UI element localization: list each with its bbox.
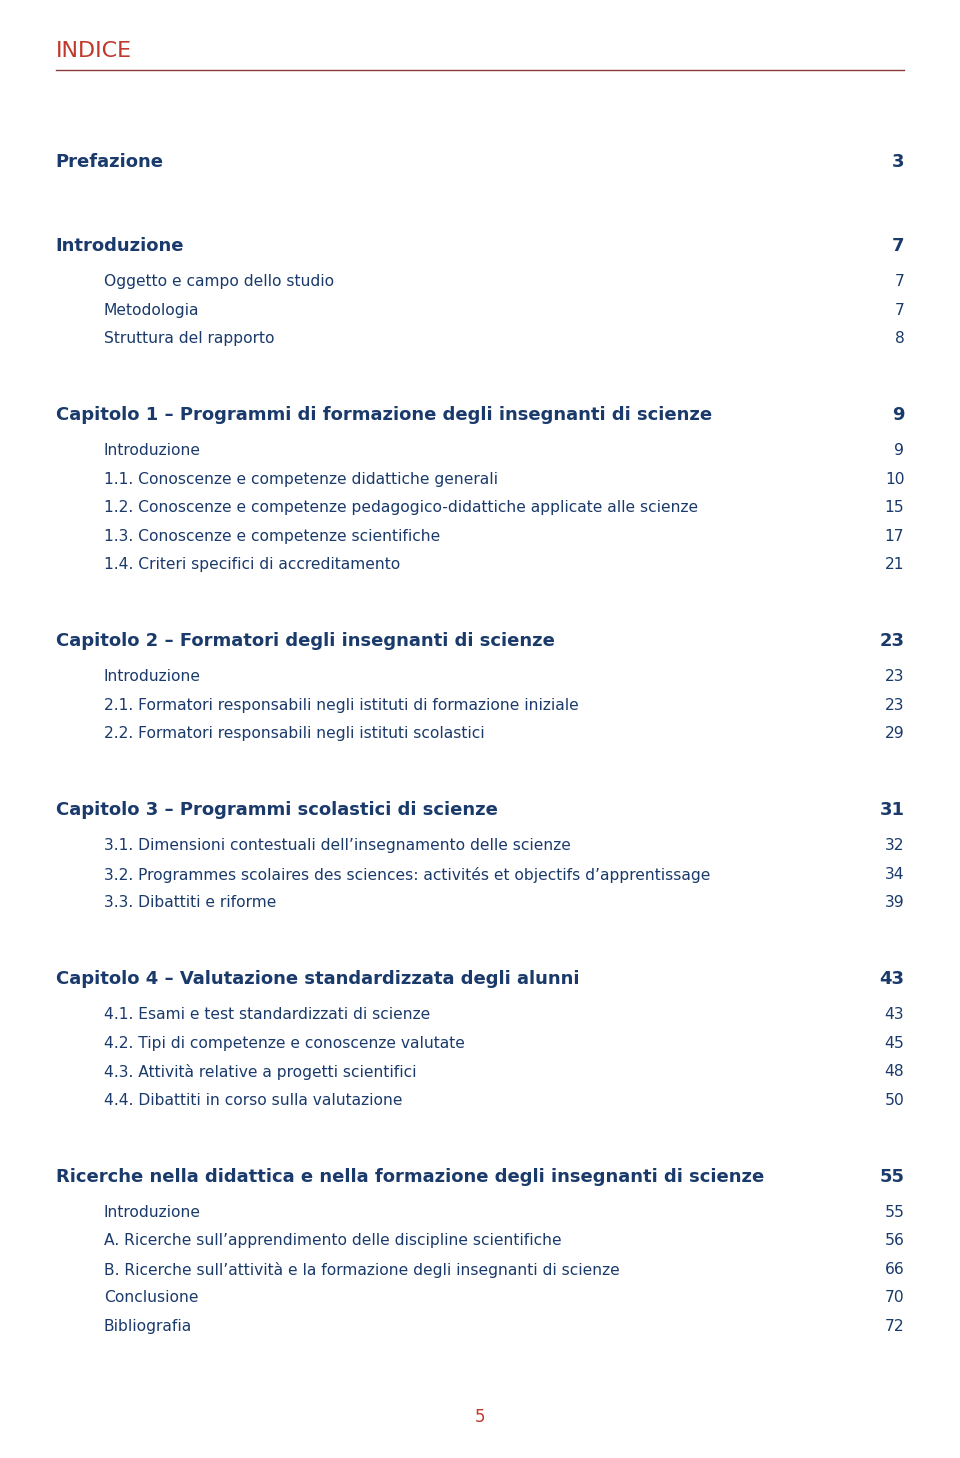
Text: 70: 70 bbox=[885, 1290, 904, 1305]
Text: 39: 39 bbox=[884, 895, 904, 910]
Text: 17: 17 bbox=[885, 528, 904, 544]
Text: 10: 10 bbox=[885, 471, 904, 487]
Text: Capitolo 3 – Programmi scolastici di scienze: Capitolo 3 – Programmi scolastici di sci… bbox=[56, 800, 497, 819]
Text: 1.1. Conoscenze e competenze didattiche generali: 1.1. Conoscenze e competenze didattiche … bbox=[104, 471, 497, 487]
Text: 1.2. Conoscenze e competenze pedagogico-didattiche applicate alle scienze: 1.2. Conoscenze e competenze pedagogico-… bbox=[104, 500, 698, 515]
Text: 66: 66 bbox=[884, 1261, 904, 1277]
Text: Bibliografia: Bibliografia bbox=[104, 1318, 192, 1334]
Text: 72: 72 bbox=[885, 1318, 904, 1334]
Text: 4.4. Dibattiti in corso sulla valutazione: 4.4. Dibattiti in corso sulla valutazion… bbox=[104, 1092, 402, 1108]
Text: Capitolo 2 – Formatori degli insegnanti di scienze: Capitolo 2 – Formatori degli insegnanti … bbox=[56, 631, 555, 650]
Text: Capitolo 1 – Programmi di formazione degli insegnanti di scienze: Capitolo 1 – Programmi di formazione deg… bbox=[56, 405, 711, 424]
Text: 23: 23 bbox=[879, 631, 904, 650]
Text: 9: 9 bbox=[895, 443, 904, 458]
Text: Prefazione: Prefazione bbox=[56, 153, 163, 171]
Text: Metodologia: Metodologia bbox=[104, 302, 199, 318]
Text: 48: 48 bbox=[885, 1064, 904, 1079]
Text: 3.1. Dimensioni contestuali dell’insegnamento delle scienze: 3.1. Dimensioni contestuali dell’insegna… bbox=[104, 838, 570, 853]
Text: 23: 23 bbox=[885, 697, 904, 713]
Text: 56: 56 bbox=[884, 1233, 904, 1248]
Text: 21: 21 bbox=[885, 557, 904, 572]
Text: 1.3. Conoscenze e competenze scientifiche: 1.3. Conoscenze e competenze scientifich… bbox=[104, 528, 440, 544]
Text: 2.1. Formatori responsabili negli istituti di formazione iniziale: 2.1. Formatori responsabili negli istitu… bbox=[104, 697, 579, 713]
Text: 3.3. Dibattiti e riforme: 3.3. Dibattiti e riforme bbox=[104, 895, 276, 910]
Text: 5: 5 bbox=[475, 1408, 485, 1426]
Text: 45: 45 bbox=[884, 1035, 904, 1051]
Text: Oggetto e campo dello studio: Oggetto e campo dello studio bbox=[104, 274, 334, 289]
Text: 1.4. Criteri specifici di accreditamento: 1.4. Criteri specifici di accreditamento bbox=[104, 557, 400, 572]
Text: 55: 55 bbox=[879, 1168, 904, 1185]
Text: A. Ricerche sull’apprendimento delle discipline scientifiche: A. Ricerche sull’apprendimento delle dis… bbox=[104, 1233, 562, 1248]
Text: 3.2. Programmes scolaires des sciences: activités et objectifs d’apprentissage: 3.2. Programmes scolaires des sciences: … bbox=[104, 866, 710, 882]
Text: 43: 43 bbox=[885, 1007, 904, 1022]
Text: 23: 23 bbox=[885, 669, 904, 684]
Text: Capitolo 4 – Valutazione standardizzata degli alunni: Capitolo 4 – Valutazione standardizzata … bbox=[56, 970, 579, 989]
Text: 55: 55 bbox=[884, 1204, 904, 1220]
Text: 31: 31 bbox=[879, 800, 904, 819]
Text: Introduzione: Introduzione bbox=[104, 443, 201, 458]
Text: 4.3. Attività relative a progetti scientifici: 4.3. Attività relative a progetti scient… bbox=[104, 1064, 417, 1080]
Text: B. Ricerche sull’attività e la formazione degli insegnanti di scienze: B. Ricerche sull’attività e la formazion… bbox=[104, 1261, 619, 1277]
Text: 2.2. Formatori responsabili negli istituti scolastici: 2.2. Formatori responsabili negli istitu… bbox=[104, 726, 484, 741]
Text: 32: 32 bbox=[885, 838, 904, 853]
Text: 29: 29 bbox=[884, 726, 904, 741]
Text: Introduzione: Introduzione bbox=[104, 1204, 201, 1220]
Text: 43: 43 bbox=[879, 970, 904, 989]
Text: 8: 8 bbox=[895, 331, 904, 346]
Text: 7: 7 bbox=[892, 236, 904, 255]
Text: Conclusione: Conclusione bbox=[104, 1290, 198, 1305]
Text: 7: 7 bbox=[895, 274, 904, 289]
Text: Introduzione: Introduzione bbox=[104, 669, 201, 684]
Text: 15: 15 bbox=[884, 500, 904, 515]
Text: INDICE: INDICE bbox=[56, 41, 132, 61]
Text: 4.1. Esami e test standardizzati di scienze: 4.1. Esami e test standardizzati di scie… bbox=[104, 1007, 430, 1022]
Text: 9: 9 bbox=[892, 405, 904, 424]
Text: 50: 50 bbox=[884, 1092, 904, 1108]
Text: 7: 7 bbox=[895, 302, 904, 318]
Text: Introduzione: Introduzione bbox=[56, 236, 184, 255]
Text: 34: 34 bbox=[885, 866, 904, 882]
Text: Struttura del rapporto: Struttura del rapporto bbox=[104, 331, 275, 346]
Text: 3: 3 bbox=[892, 153, 904, 171]
Text: 4.2. Tipi di competenze e conoscenze valutate: 4.2. Tipi di competenze e conoscenze val… bbox=[104, 1035, 465, 1051]
Text: Ricerche nella didattica e nella formazione degli insegnanti di scienze: Ricerche nella didattica e nella formazi… bbox=[56, 1168, 764, 1185]
